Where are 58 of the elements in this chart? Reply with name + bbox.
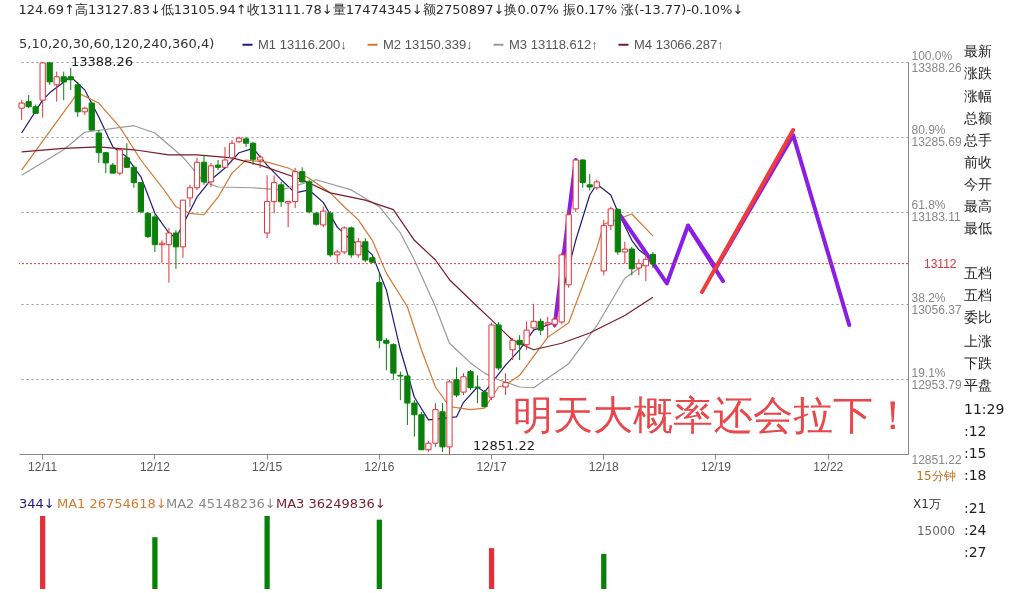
text: 最低 <box>964 220 992 236</box>
y-tick-label: 13056.37 <box>911 302 962 317</box>
text: 今开 <box>964 176 992 192</box>
text: :24 <box>964 522 987 538</box>
x-tick-label: 12/16 <box>364 459 395 474</box>
annotation: 13388.26 <box>71 54 134 69</box>
text: 涨幅 <box>964 88 992 104</box>
ref-line-label: 13112 <box>924 256 957 271</box>
text: 委比 <box>964 309 992 325</box>
text: 总手 <box>963 132 992 148</box>
x-tick-label: 12/18 <box>588 459 620 474</box>
x-tick-label: 12/11 <box>28 459 58 474</box>
text: 平盘 <box>964 377 992 393</box>
x-tick-label: 12/12 <box>139 459 171 474</box>
legend-label: M1 13116.200↓ <box>258 36 347 52</box>
annotation: 12851.22 <box>473 438 536 453</box>
y2-tick-label: 61.8% <box>911 198 946 213</box>
text: 最新 <box>964 43 992 59</box>
text: 前收 <box>964 154 992 170</box>
legend-label: M2 13150.339↓ <box>383 36 473 52</box>
text: MA3 36249836↓ <box>276 496 386 511</box>
y-tick-label: 13285.69 <box>911 135 962 150</box>
text: :12 <box>964 423 987 439</box>
annotation: 明天大概率还会拉下！ <box>513 392 913 438</box>
legend-label: M4 13066.287↑ <box>634 36 724 52</box>
text: 总额 <box>963 110 992 126</box>
chart-title: 124.69↑高13127.83↓低13105.94↑收13111.78↓量17474345↓额2750897↓换0.07% 振0.17% 涨(-13.77)-0.10%↓ <box>18 2 744 17</box>
text: 五档 <box>964 265 992 281</box>
y-tick-label: 13388.26 <box>911 60 962 75</box>
text: X1万 <box>913 497 941 511</box>
text: 344↓ <box>19 496 55 511</box>
text: :27 <box>964 544 987 560</box>
x-tick-label: 12/15 <box>252 459 283 474</box>
y-tick-label: 12851.22 <box>911 452 962 467</box>
text: 涨跌 <box>964 65 992 81</box>
text: 5,10,20,30,60,120,240,360,4) <box>19 36 215 51</box>
text: 15000 <box>916 524 956 538</box>
text: 最高 <box>964 198 992 214</box>
y2-tick-label: 80.9% <box>911 123 946 138</box>
text: 下跌 <box>964 355 992 371</box>
text: 11:29 <box>964 401 1005 417</box>
text: 五档 <box>964 287 992 303</box>
text: :21 <box>964 500 987 516</box>
legend-label: M3 13118.612↑ <box>509 36 598 52</box>
text: :18 <box>964 467 987 483</box>
y-tick-label: 13183.11 <box>911 210 961 225</box>
text: MA1 26754618↓ <box>57 496 167 511</box>
x-tick-label: 12/19 <box>700 459 732 474</box>
text: 15分钟 <box>916 469 956 483</box>
text: :15 <box>964 445 987 461</box>
y2-tick-label: 100.0% <box>911 48 953 63</box>
x-tick-label: 12/22 <box>813 459 844 474</box>
y2-tick-label: 19.1% <box>911 365 946 380</box>
text: MA2 45148236↓ <box>166 496 276 511</box>
y-tick-label: 12953.79 <box>911 377 962 392</box>
text: 上涨 <box>964 333 992 349</box>
y2-tick-label: 38.2% <box>911 290 946 305</box>
x-tick-label: 12/17 <box>476 459 507 474</box>
